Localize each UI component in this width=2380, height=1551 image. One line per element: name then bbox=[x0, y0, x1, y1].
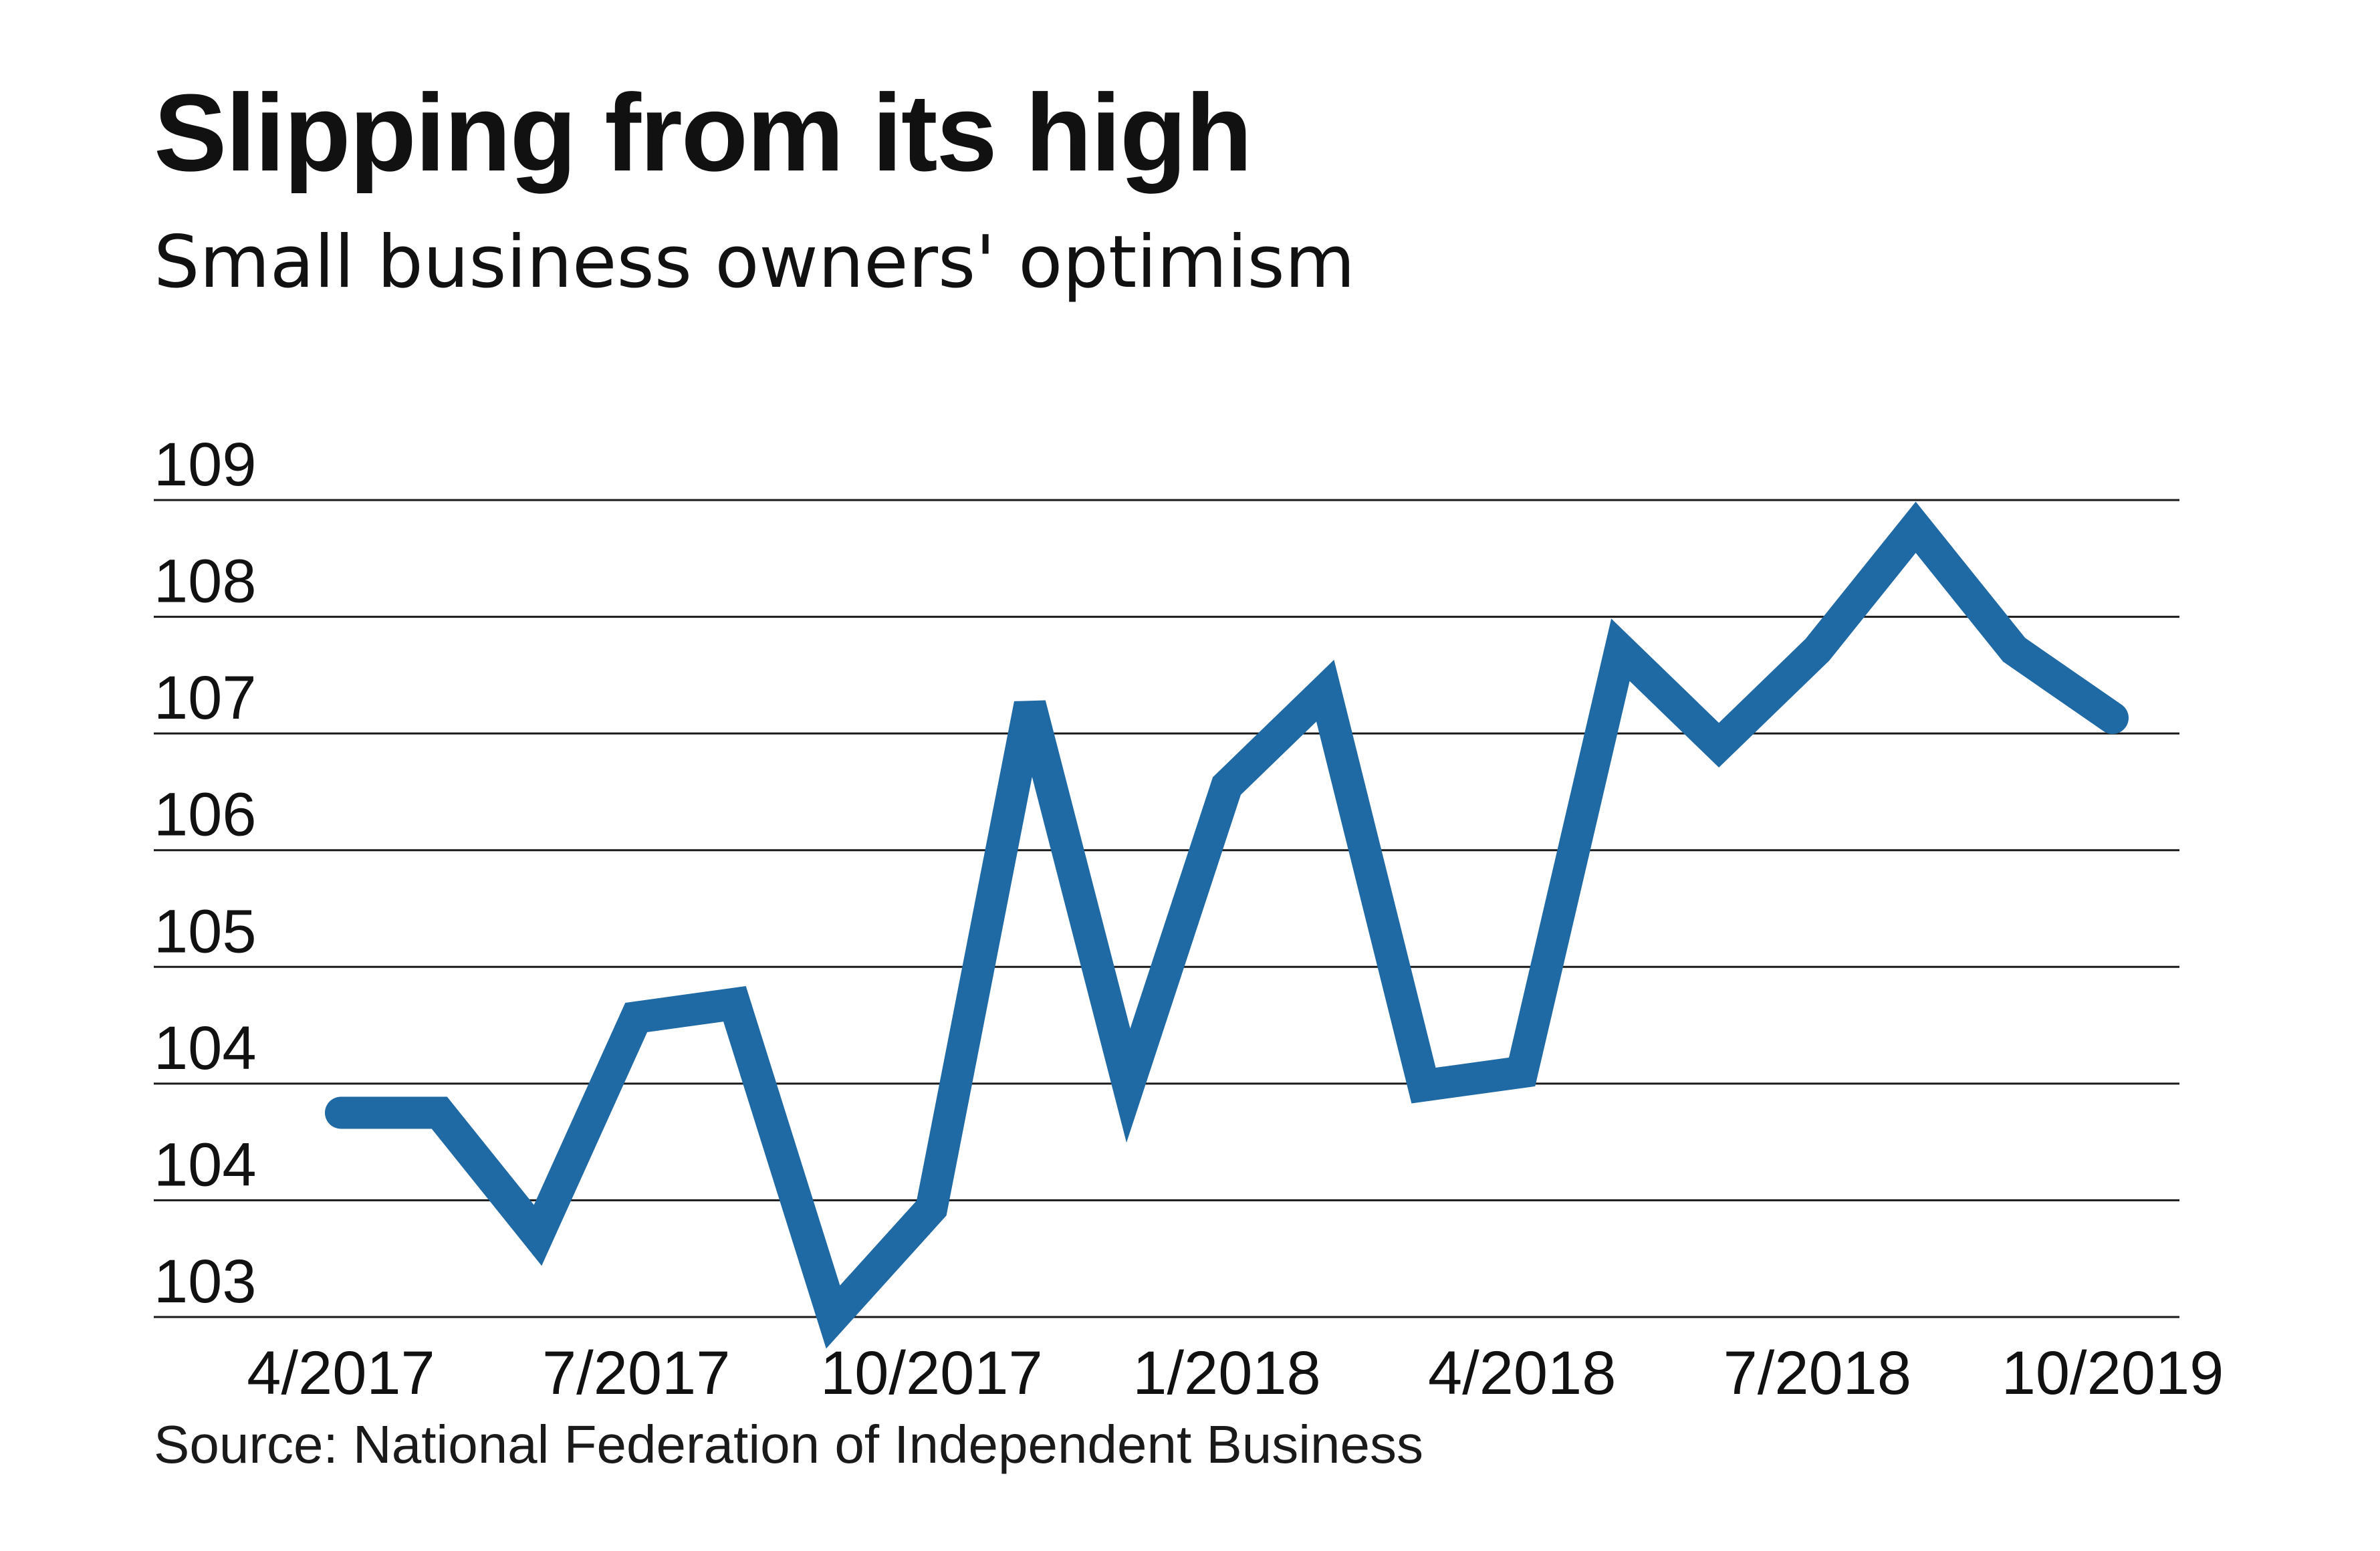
y-tick-label: 104 bbox=[154, 1130, 257, 1199]
x-tick-label: 4/2018 bbox=[1428, 1339, 1616, 1407]
x-tick-label: 10/2019 bbox=[2002, 1339, 2224, 1407]
source-note: Source: National Federation of Independe… bbox=[154, 1415, 1424, 1474]
y-tick-label: 103 bbox=[154, 1247, 257, 1316]
y-tick-label: 104 bbox=[154, 1014, 257, 1082]
y-tick-label: 109 bbox=[154, 431, 257, 499]
x-axis-ticks: 4/2017 7/2017 10/2017 1/2018 4/2018 7/2018 10/… bbox=[247, 1339, 2224, 1407]
y-tick-label: 107 bbox=[154, 664, 257, 732]
series-line bbox=[325, 501, 2129, 1349]
x-tick-label: 7/2017 bbox=[542, 1339, 730, 1407]
x-tick-label: 4/2017 bbox=[247, 1339, 435, 1407]
chart-subtitle: Small business owners' optimism bbox=[154, 221, 1355, 304]
y-tick-label: 106 bbox=[154, 781, 257, 849]
y-tick-label: 108 bbox=[154, 548, 257, 616]
gridlines bbox=[154, 499, 2179, 1318]
x-tick-label: 10/2017 bbox=[820, 1339, 1043, 1407]
chart-title: Slipping from its high bbox=[154, 72, 1252, 194]
x-tick-label: 7/2018 bbox=[1723, 1339, 1911, 1407]
series-layer bbox=[325, 501, 2129, 1349]
y-tick-label: 105 bbox=[154, 897, 257, 965]
x-tick-label: 1/2018 bbox=[1133, 1339, 1320, 1407]
y-axis-ticks: 103 104 104 105 106 107 108 109 bbox=[154, 431, 257, 1316]
